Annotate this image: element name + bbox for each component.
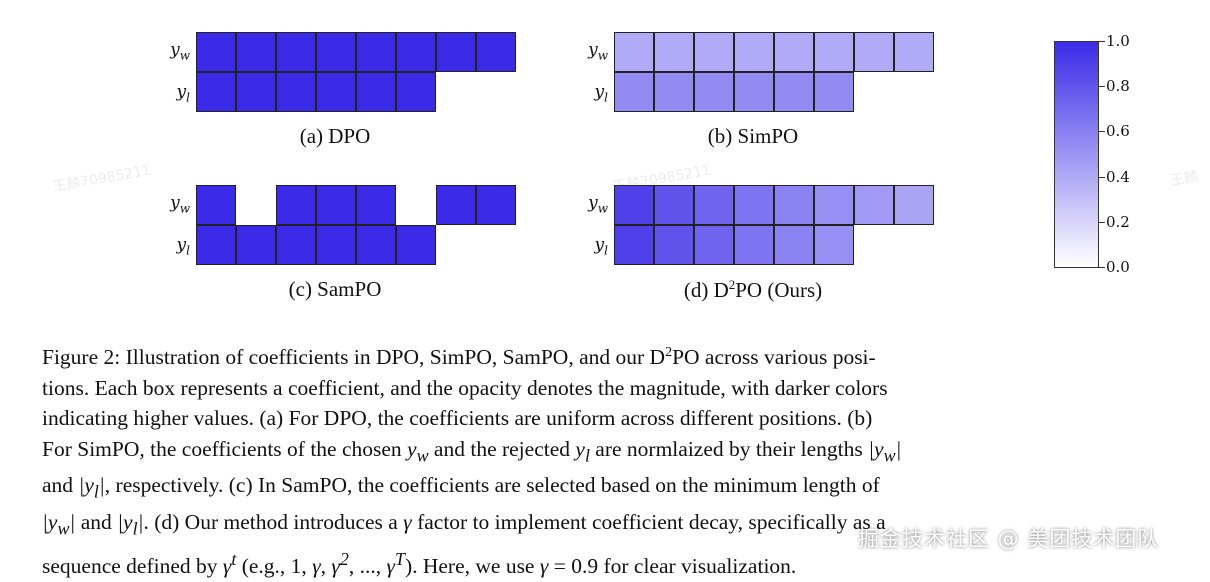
coefficient-cell-yl	[654, 72, 694, 112]
coefficient-cell-yw	[814, 32, 854, 72]
panel-dpo: yw yl (a) DPO	[150, 30, 530, 150]
panel-caption: (a) DPO	[299, 124, 371, 148]
colorbar-tick-label: 0.8	[1106, 77, 1130, 96]
colorbar-tick-label: 0.2	[1106, 212, 1130, 231]
row-label-yl: yl	[176, 82, 190, 105]
coefficient-cell-yl	[774, 225, 814, 265]
row-label-yl: yl	[594, 235, 608, 258]
coefficient-cell-yl	[774, 72, 814, 112]
coefficient-cell-yl	[814, 72, 854, 112]
coefficient-cell-yw	[316, 185, 356, 225]
coefficient-cell-yl	[734, 225, 774, 265]
panel-caption: (b) SimPO	[707, 124, 799, 148]
coefficient-cell-yw	[236, 32, 276, 72]
coefficient-cell-yw	[396, 32, 436, 72]
coefficient-cell-yw	[436, 185, 476, 225]
colorbar-tick	[1099, 86, 1105, 88]
coefficient-cell-yw	[894, 185, 934, 225]
coefficient-cell-yw	[356, 32, 396, 72]
coefficient-cell-yw	[316, 32, 356, 72]
coefficient-cell-yw	[356, 185, 396, 225]
coefficient-cell-yw	[694, 32, 734, 72]
panel-caption: (d) D2PO (Ours)	[683, 277, 823, 302]
panel-simpo: yw yl (b) SimPO	[568, 30, 948, 150]
coefficient-cell-yw	[476, 32, 516, 72]
panel-d2po: yw yl (d) D2PO (Ours)	[568, 183, 948, 303]
coefficient-cell-yw	[196, 185, 236, 225]
panel-caption: (c) SamPO	[288, 277, 382, 301]
coefficient-cell-yw	[854, 185, 894, 225]
row-label-yw: yw	[170, 193, 190, 216]
coefficient-cell-yw	[614, 32, 654, 72]
coefficient-cell-yl	[316, 225, 356, 265]
coefficient-cell-yl	[734, 72, 774, 112]
row-label-yw: yw	[588, 193, 608, 216]
coefficient-cell-yl	[276, 225, 316, 265]
coefficient-cell-yw	[734, 32, 774, 72]
coefficient-cell-yl	[196, 225, 236, 265]
coefficient-cell-yl	[356, 225, 396, 265]
coefficient-cell-yl	[396, 225, 436, 265]
coefficient-cell-yw	[774, 185, 814, 225]
coefficient-cell-yw	[734, 185, 774, 225]
coefficient-cell-yw	[614, 185, 654, 225]
colorbar-tick-label: 1.0	[1106, 32, 1130, 50]
coefficient-cell-yw	[476, 185, 516, 225]
colorbar-tick-label: 0.4	[1106, 167, 1130, 186]
coefficient-cell-yw	[894, 32, 934, 72]
colorbar-tick	[1099, 267, 1105, 268]
coefficient-cell-yl	[814, 225, 854, 265]
colorbar-tick	[1099, 221, 1105, 223]
coefficient-cell-yl	[196, 72, 236, 112]
colorbar-tick-label: 0.6	[1106, 122, 1130, 141]
coefficient-cell-yw	[814, 185, 854, 225]
coefficient-cell-yl	[236, 225, 276, 265]
coefficient-cell-yw	[654, 32, 694, 72]
coefficient-cell-yl	[614, 225, 654, 265]
row-label-yw: yw	[588, 40, 608, 63]
coefficient-cell-yl	[654, 225, 694, 265]
row-label-yl: yl	[176, 235, 190, 258]
coefficient-cell-yl	[276, 72, 316, 112]
watermark: 掘金技术社区 @ 美团技术团队	[858, 527, 1160, 551]
colorbar	[1054, 41, 1099, 268]
coefficient-cell-yw	[276, 32, 316, 72]
coefficient-cell-yl	[236, 72, 276, 112]
coefficient-cell-yw	[694, 185, 734, 225]
faint-watermark: 王麟70985211	[51, 162, 153, 196]
coefficient-cell-yl	[694, 72, 734, 112]
panel-sampo: yw yl (c) SamPO	[150, 183, 530, 303]
coefficient-cell-yw	[196, 32, 236, 72]
colorbar-tick	[1099, 41, 1105, 42]
coefficient-cell-yw	[654, 185, 694, 225]
coefficient-cell-yl	[316, 72, 356, 112]
row-label-yl: yl	[594, 82, 608, 105]
coefficient-cell-yw	[436, 32, 476, 72]
coefficient-cell-yl	[396, 72, 436, 112]
coefficient-cell-yw	[854, 32, 894, 72]
faint-watermark: 王麟	[1168, 168, 1200, 190]
figure-caption: Figure 2: Illustration of coefficients i…	[42, 345, 902, 579]
row-label-yw: yw	[170, 40, 190, 63]
colorbar-tick	[1099, 131, 1105, 133]
coefficient-cell-yw	[774, 32, 814, 72]
colorbar-tick	[1099, 176, 1105, 178]
coefficient-cell-yl	[614, 72, 654, 112]
coefficient-cell-yw	[276, 185, 316, 225]
colorbar-tick-label: 0.0	[1106, 258, 1130, 276]
coefficient-cell-yl	[694, 225, 734, 265]
coefficient-cell-yl	[356, 72, 396, 112]
